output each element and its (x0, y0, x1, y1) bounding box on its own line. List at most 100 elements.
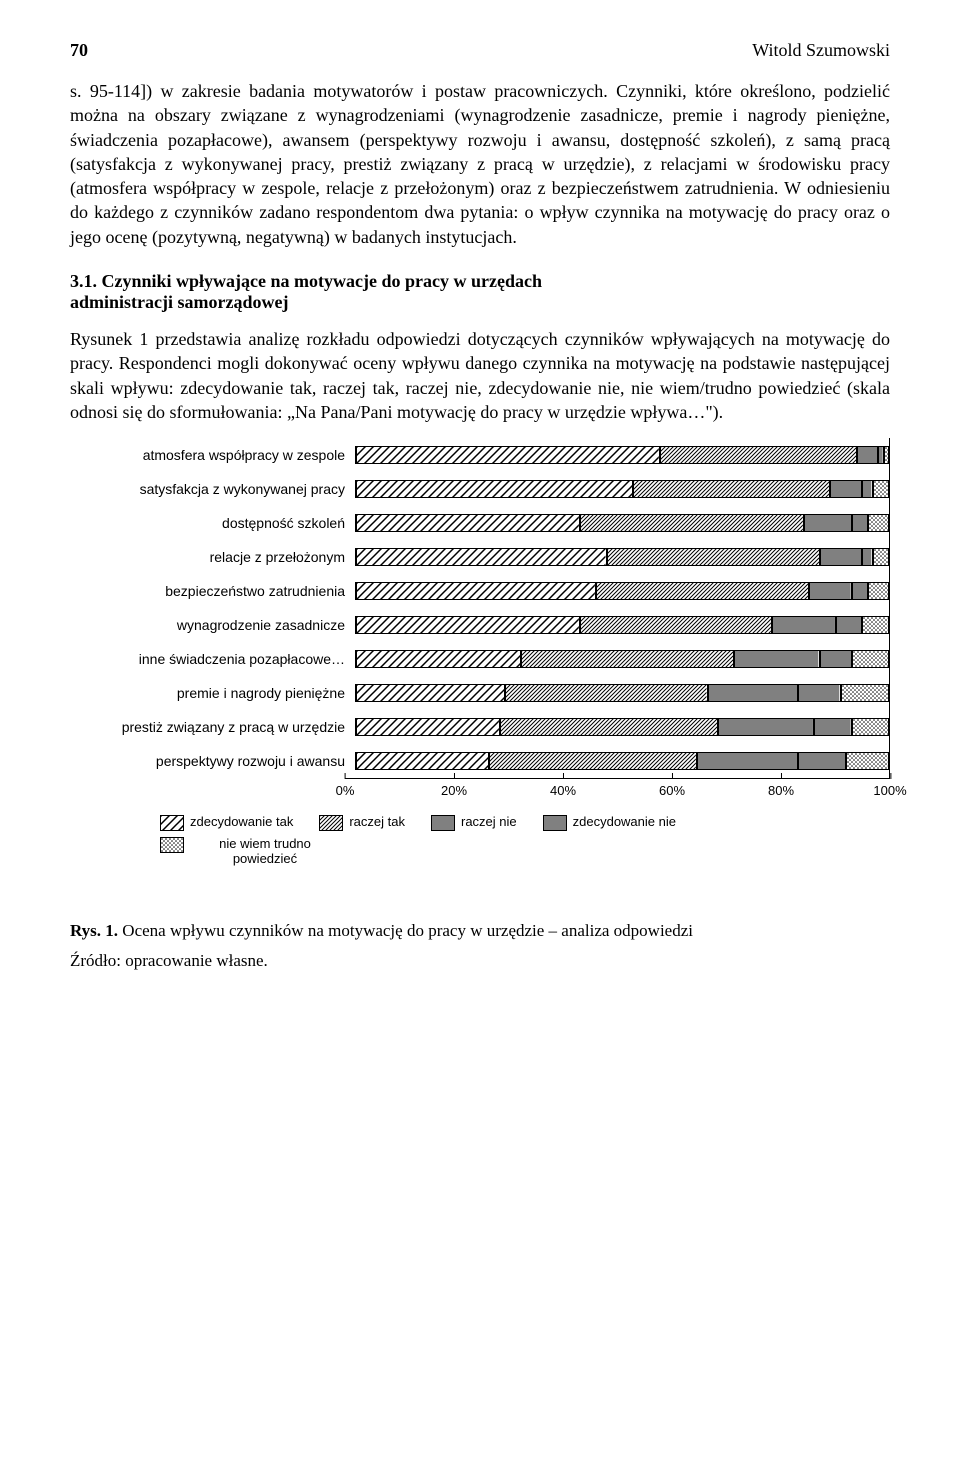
chart-bar-segment (836, 616, 863, 634)
axis-tick: 60% (659, 779, 685, 798)
chart-bar (355, 548, 889, 566)
chart-bar-segment (852, 582, 868, 600)
chart-row-label: dostępność szkoleń (70, 516, 355, 531)
chart-bar-segment (356, 582, 596, 600)
chart-row: relacje z przełożonym (70, 540, 889, 574)
paragraph-1: s. 95-114]) w zakresie badania motywator… (70, 79, 890, 249)
axis-tick: 80% (768, 779, 794, 798)
chart-bar-segment (798, 684, 841, 702)
legend-item: nie wiem trudno powiedzieć (160, 837, 340, 867)
page: 70 Witold Szumowski s. 95-114]) w zakres… (0, 0, 960, 1011)
legend-swatch (319, 815, 343, 831)
chart-bar-segment (521, 650, 734, 668)
chart-row-label: wynagrodzenie zasadnicze (70, 618, 355, 633)
chart-bar-segment (873, 480, 889, 498)
chart-rows: atmosfera współpracy w zespole satysfakcj… (70, 438, 890, 778)
legend-item: raczej nie (431, 815, 517, 831)
chart-bar-segment (356, 650, 521, 668)
chart-bar-segment (356, 480, 633, 498)
chart-bar-segment (708, 684, 799, 702)
chart-bar-segment (873, 548, 889, 566)
chart-bar-segment (862, 548, 873, 566)
author-name: Witold Szumowski (752, 40, 890, 61)
chart-bar-segment (356, 616, 580, 634)
chart-bar-segment (356, 446, 660, 464)
legend-item: zdecydowanie tak (160, 815, 293, 831)
chart-row-label: satysfakcja z wykonywanej pracy (70, 482, 355, 497)
chart-row: inne świadczenia pozapłacowe… (70, 642, 889, 676)
chart-bar (355, 582, 889, 600)
chart-bar (355, 650, 889, 668)
chart-row-label: prestiż związany z pracą w urzędzie (70, 720, 355, 735)
chart-row: perspektywy rozwoju i awansu (70, 744, 889, 778)
page-number: 70 (70, 40, 88, 61)
chart-bar-segment (820, 548, 863, 566)
chart-bar-segment (580, 514, 804, 532)
chart-row: premie i nagrody pieniężne (70, 676, 889, 710)
chart-bar-segment (633, 480, 830, 498)
chart-row: wynagrodzenie zasadnicze (70, 608, 889, 642)
section-heading: 3.1. Czynniki wpływające na motywacje do… (70, 271, 890, 313)
chart-row-label: inne świadczenia pozapłacowe… (70, 652, 355, 667)
figure-1-chart: atmosfera współpracy w zespole satysfakcj… (70, 438, 890, 873)
legend-label: raczej nie (461, 815, 517, 830)
chart-row-label: relacje z przełożonym (70, 550, 355, 565)
chart-bar-segment (356, 548, 607, 566)
figure-caption-prefix: Rys. 1. (70, 921, 118, 940)
chart-row-label: bezpieczeństwo zatrudnienia (70, 584, 355, 599)
legend-item: zdecydowanie nie (543, 815, 676, 831)
axis-tick: 0% (336, 779, 355, 798)
legend-label: zdecydowanie tak (190, 815, 293, 830)
chart-bar-segment (500, 718, 719, 736)
figure-caption: Rys. 1. Ocena wpływu czynników na motywa… (70, 921, 890, 941)
chart-bar-segment (852, 514, 868, 532)
chart-bar-segment (660, 446, 857, 464)
chart-row: prestiż związany z pracą w urzędzie (70, 710, 889, 744)
chart-bar-segment (868, 514, 889, 532)
chart-bar (355, 718, 889, 736)
chart-row: atmosfera współpracy w zespole (70, 438, 889, 472)
chart-row-label: perspektywy rozwoju i awansu (70, 754, 355, 769)
chart-x-axis: 0%20%40%60%80%100% (345, 778, 890, 801)
chart-bar-segment (852, 718, 889, 736)
legend-swatch (160, 837, 184, 853)
chart-bar-segment (580, 616, 772, 634)
chart-bar-segment (596, 582, 809, 600)
chart-bar-segment (489, 752, 697, 770)
legend-swatch (431, 815, 455, 831)
chart-bar (355, 616, 889, 634)
chart-bar-segment (356, 514, 580, 532)
running-header: 70 Witold Szumowski (70, 40, 890, 61)
chart-bar-segment (697, 752, 798, 770)
chart-bar-segment (772, 616, 836, 634)
chart-bar-segment (356, 684, 505, 702)
chart-bar (355, 514, 889, 532)
chart-bar-segment (830, 480, 862, 498)
paragraph-2: Rysunek 1 przedstawia analizę rozkładu o… (70, 327, 890, 424)
chart-row: bezpieczeństwo zatrudnienia (70, 574, 889, 608)
legend-label: nie wiem trudno powiedzieć (190, 837, 340, 867)
chart-bar-segment (798, 752, 846, 770)
legend-swatch (160, 815, 184, 831)
chart-bar (355, 752, 889, 770)
chart-row-label: premie i nagrody pieniężne (70, 686, 355, 701)
legend-swatch (543, 815, 567, 831)
axis-tick: 40% (550, 779, 576, 798)
chart-bar (355, 684, 889, 702)
chart-bar-segment (884, 446, 889, 464)
figure-caption-text: Ocena wpływu czynników na motywację do p… (118, 921, 693, 940)
chart-row: satysfakcja z wykonywanej pracy (70, 472, 889, 506)
chart-bar-segment (734, 650, 819, 668)
chart-bar-segment (862, 616, 889, 634)
chart-legend: zdecydowanie tak raczej tak raczej nie zdec… (160, 815, 890, 873)
chart-bar-segment (814, 718, 851, 736)
chart-bar-segment (846, 752, 889, 770)
chart-bar-segment (607, 548, 820, 566)
legend-label: zdecydowanie nie (573, 815, 676, 830)
axis-tick: 20% (441, 779, 467, 798)
chart-bar-segment (841, 684, 889, 702)
chart-bar-segment (356, 752, 489, 770)
axis-tick: 100% (873, 779, 906, 798)
legend-label: raczej tak (349, 815, 405, 830)
chart-bar-segment (862, 480, 873, 498)
